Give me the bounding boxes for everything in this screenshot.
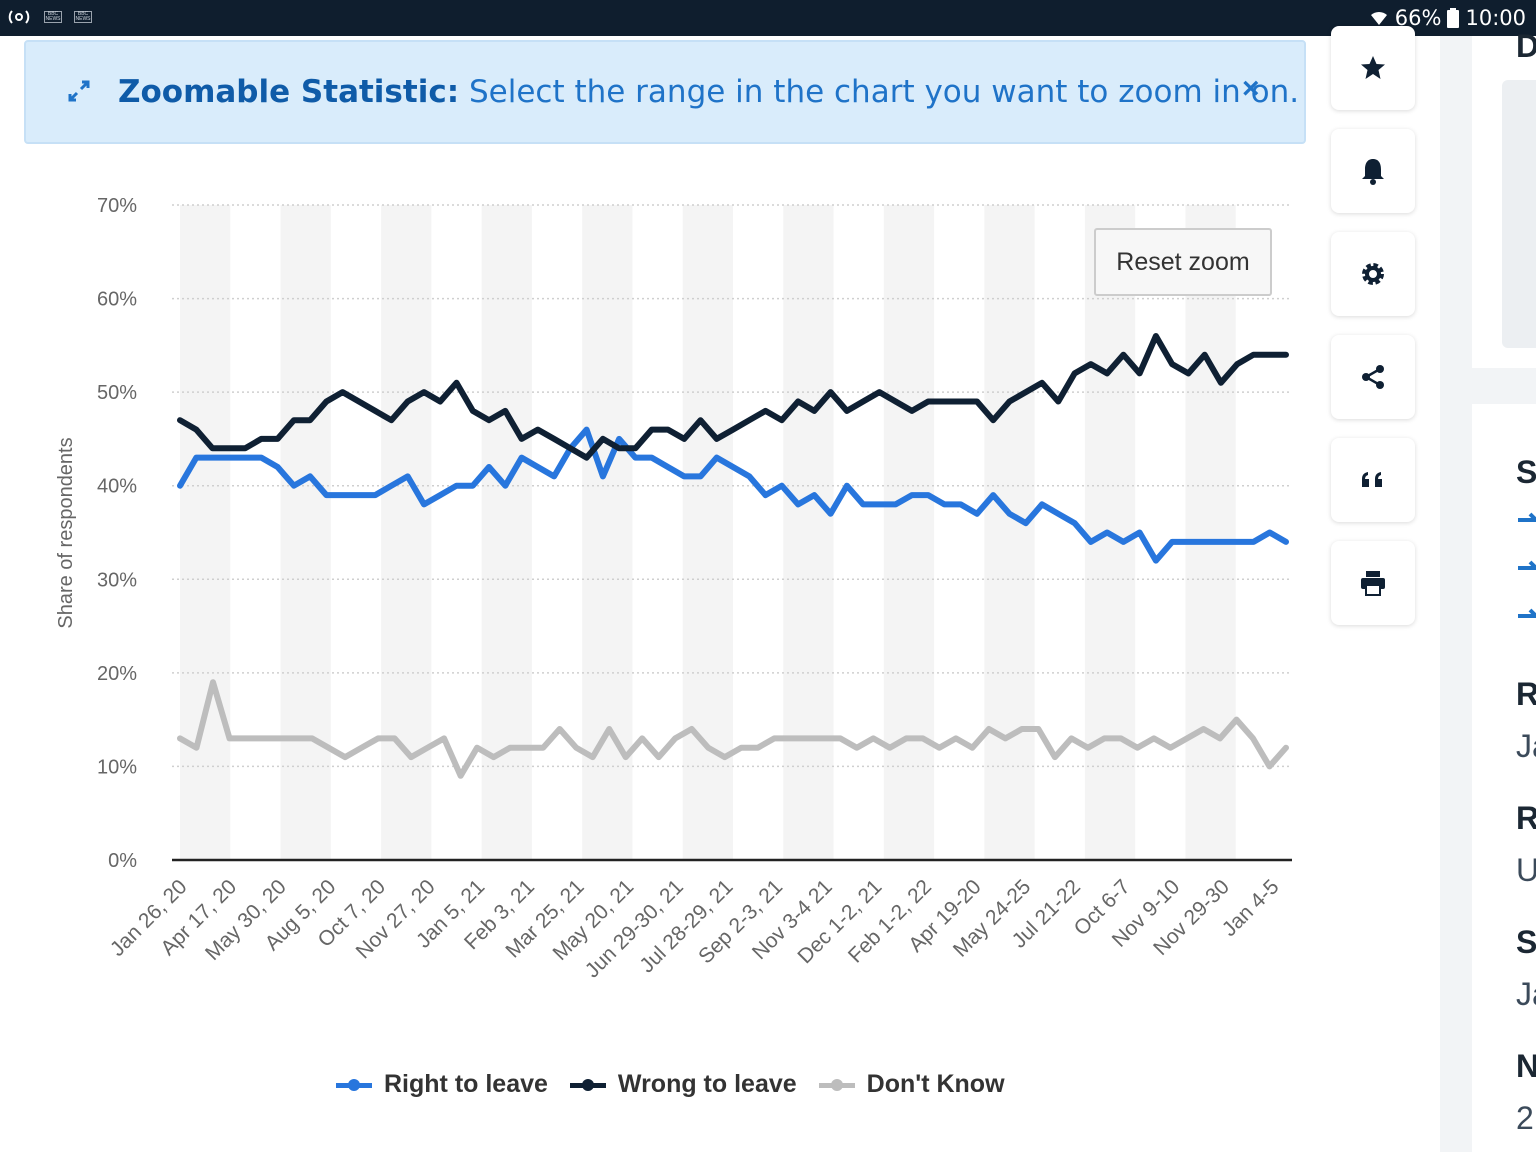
y-tick-label: 30% [97,569,137,591]
legend-label: Right to leave [384,1070,548,1098]
chart-band [682,205,733,860]
y-tick-label: 0% [108,850,137,872]
quote-icon [1362,472,1382,487]
info-card [1472,36,1536,368]
y-tick-label: 60% [97,289,137,311]
clock: 10:00 [1465,6,1526,30]
legend-item-dont-know[interactable]: Don't Know [818,1070,1005,1099]
news-app-icon: BBC NEWS [74,11,92,23]
details-heading: S [1516,454,1536,490]
chart-gridlines [172,204,1292,862]
share-icon [1362,365,1384,389]
y-tick-label: 70% [97,195,137,217]
news-app-icon: BBC NEWS [44,11,62,23]
legend-item-wrong-to-leave[interactable]: Wrong to leave [569,1070,797,1099]
close-icon[interactable]: × [1242,72,1260,105]
y-tick-label: 20% [97,663,137,685]
chart-legend: Right to leave Wrong to leave Don't Know [336,1070,1005,1099]
chart-series [177,333,1289,779]
region-value: U [1516,852,1536,888]
banner-title: Zoomable Statistic: [118,74,460,110]
banner-message: Select the range in the chart you want t… [459,74,1300,110]
gear-icon [1362,263,1384,285]
chart-band [783,205,834,860]
chart-bands [180,205,1236,860]
x-tick-label: Jan 4-5 [1218,875,1284,941]
legend-symbol [818,1078,855,1091]
release-label: R [1516,676,1536,712]
region-label: R [1516,800,1536,836]
respondents-value: 2, [1516,1100,1536,1136]
info-card-image [1502,80,1536,348]
reset-zoom-button[interactable]: Reset zoom [1094,228,1272,296]
chart-band [984,205,1035,860]
share-button[interactable] [1331,335,1415,419]
print-button[interactable] [1331,541,1415,625]
y-axis-ticks: 0% 10% 20% 30% 40% 50% 60% 70% [97,195,137,872]
notification-button[interactable] [1331,129,1415,213]
legend-item-right-to-leave[interactable]: Right to leave [336,1070,548,1099]
y-axis-label: Share of respondents [55,437,77,628]
right-column: D S R Ja R U S Ja N 2, [1440,28,1536,1152]
y-tick-label: 40% [97,476,137,498]
y-tick-label: 10% [97,756,137,778]
battery-icon [1447,8,1460,28]
chart-band [582,205,633,860]
survey-label: S [1516,924,1536,960]
wifi-icon [1370,11,1387,25]
star-icon [1361,56,1385,79]
status-bar: BBC NEWS BBC NEWS 66% 10:00 [0,0,1536,36]
series-line-dont-know[interactable] [177,679,1289,779]
cite-button[interactable] [1331,438,1415,522]
expand-icon [68,80,90,102]
print-icon [1361,571,1385,596]
chart-band [280,205,331,860]
legend-label: Don't Know [866,1070,1005,1098]
bell-icon [1362,159,1384,185]
favorite-button[interactable] [1331,26,1415,110]
series-line-right-to-leave[interactable] [177,426,1289,564]
chart-band [1185,205,1236,860]
respondents-label: N [1516,1048,1536,1084]
chart-band [883,205,935,860]
chart-band [381,205,432,860]
hotspot-icon [8,10,30,24]
legend-label: Wrong to leave [617,1070,797,1098]
banner-text: Zoomable Statistic: Select the range in … [118,74,1299,110]
series-line-wrong-to-leave[interactable] [177,333,1289,461]
survey-value: Ja [1516,976,1536,1012]
y-tick-label: 50% [97,382,137,404]
settings-button[interactable] [1331,232,1415,316]
release-value: Ja [1516,728,1536,764]
chart-band [481,205,532,860]
details-card [1472,404,1536,1152]
chart-band [180,205,231,860]
details-arrow-icons [1518,512,1536,618]
legend-symbol [336,1078,372,1091]
zoom-banner: Zoomable Statistic: Select the range in … [24,40,1306,144]
legend-symbol [569,1078,606,1091]
right-column-header: D [1516,28,1536,64]
